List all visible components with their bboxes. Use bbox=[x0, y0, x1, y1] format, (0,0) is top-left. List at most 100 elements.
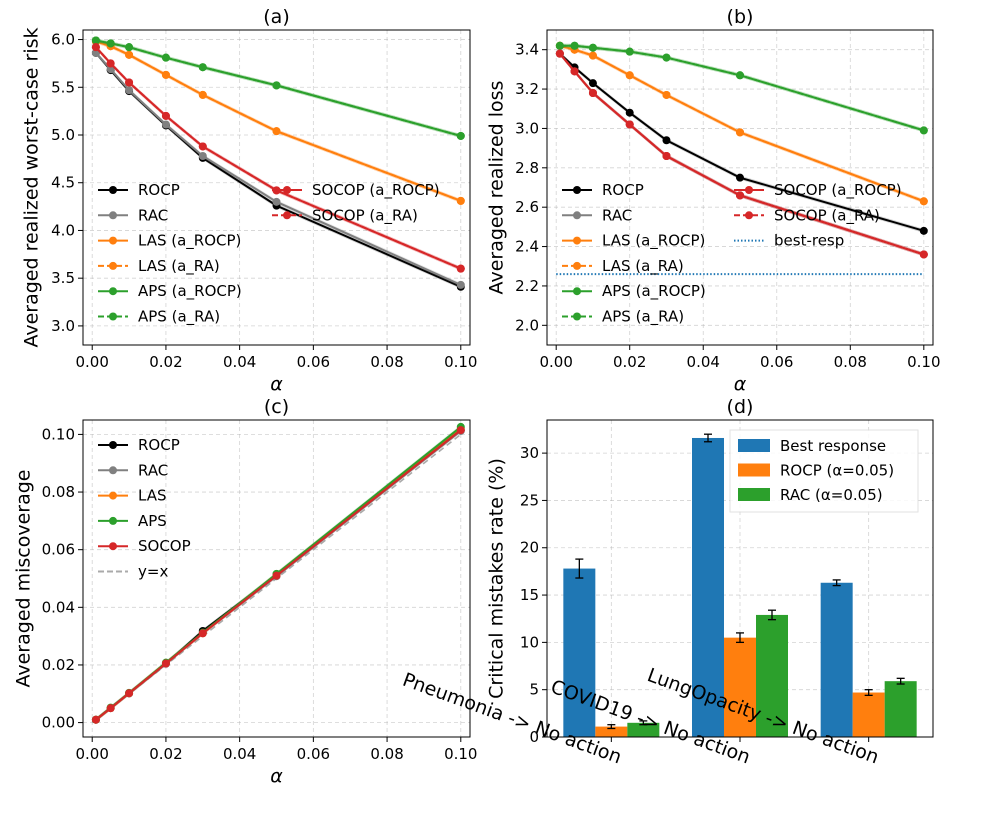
point-rac bbox=[91, 48, 100, 57]
y-tick-label: 0.08 bbox=[42, 483, 75, 501]
band-aps-a-rocp bbox=[559, 43, 924, 133]
y-tick-label: 0.04 bbox=[42, 598, 75, 616]
legend-label: LAS (a_RA) bbox=[138, 257, 220, 276]
legend-entry-y-x: y=x bbox=[98, 563, 168, 581]
legend-marker bbox=[283, 211, 291, 220]
bar-best-response bbox=[692, 437, 724, 737]
legend-marker bbox=[109, 542, 117, 551]
band-rac bbox=[559, 51, 924, 257]
x-tick-label: 0.08 bbox=[370, 353, 403, 371]
legend-marker bbox=[109, 186, 117, 194]
legend-label: Best response bbox=[780, 437, 886, 455]
legend-label: LAS (a_RA) bbox=[602, 257, 684, 276]
legend-marker bbox=[109, 491, 117, 500]
legend-swatch bbox=[738, 488, 770, 501]
legend-label: y=x bbox=[138, 563, 168, 581]
legend-entry-rac: RAC bbox=[98, 206, 168, 224]
y-axis-label: Critical mistakes rate (%) bbox=[486, 458, 508, 699]
legend-entry-rocp: ROCP bbox=[98, 181, 180, 199]
x-tick-label: 0.10 bbox=[907, 353, 940, 371]
point-las-a-ra bbox=[198, 90, 207, 99]
point-socop bbox=[106, 704, 115, 713]
bar-rac-0-05 bbox=[627, 722, 660, 737]
point-aps-a-ra bbox=[555, 41, 564, 50]
bar-best-response bbox=[820, 582, 853, 737]
legend-marker bbox=[109, 211, 117, 220]
legend-marker bbox=[109, 287, 117, 296]
x-axis-label: α bbox=[270, 765, 283, 787]
x-tick-label: 0.04 bbox=[223, 353, 256, 371]
panel-title: (c) bbox=[264, 396, 289, 418]
x-tick-label: 0.06 bbox=[297, 745, 330, 763]
x-tick-label: 0.08 bbox=[370, 745, 403, 763]
point-socop-a-ra bbox=[125, 78, 134, 87]
legend-marker bbox=[109, 516, 117, 525]
y-tick-label: 2.2 bbox=[515, 277, 539, 295]
legend-label: ROCP bbox=[138, 436, 180, 454]
y-tick-label: 3.2 bbox=[515, 80, 539, 98]
point-socop bbox=[161, 659, 170, 668]
point-socop-a-ra bbox=[106, 59, 115, 68]
y-tick-label: 2.0 bbox=[515, 316, 539, 334]
point-aps-a-ra bbox=[125, 43, 134, 52]
legend-label: ROCP (α=0.05) bbox=[780, 462, 894, 480]
panel-title: (b) bbox=[727, 6, 754, 28]
y-tick-label: 5.0 bbox=[51, 126, 75, 144]
y-tick-label: 5.5 bbox=[51, 78, 75, 96]
point-aps-a-ra bbox=[272, 81, 281, 90]
point-las-a-ra bbox=[736, 128, 744, 137]
x-tick-label: 0.04 bbox=[687, 353, 720, 371]
point-las-a-ra bbox=[662, 90, 671, 99]
legend-label: RAC (α=0.05) bbox=[780, 486, 883, 504]
panel-title: (d) bbox=[727, 396, 754, 418]
y-tick-label: 2.4 bbox=[515, 238, 539, 256]
y-tick-label: 0.00 bbox=[42, 714, 75, 732]
legend-marker bbox=[109, 236, 117, 245]
legend-marker bbox=[745, 186, 753, 194]
point-socop-a-ra bbox=[456, 264, 465, 273]
legend-entry-best-resp: best-resp bbox=[734, 232, 844, 250]
y-tick-label: 10 bbox=[520, 633, 539, 651]
band-socop-a-rocp bbox=[559, 51, 924, 257]
y-tick-label: 30 bbox=[520, 444, 539, 462]
y-tick-label: 3.0 bbox=[515, 119, 539, 137]
y-tick-label: 2.8 bbox=[515, 159, 539, 177]
plot-frame bbox=[546, 29, 934, 346]
x-tick-label: 0.10 bbox=[444, 353, 477, 371]
panel-a: 0.00 0.02 0.04 0.06 0.08 0.10 3.0 3.5 4.0 4.5 5.0 5… bbox=[21, 6, 478, 395]
legend-marker bbox=[573, 261, 581, 270]
legend-label: APS (a_ROCP) bbox=[138, 282, 242, 301]
point-aps-a-ra bbox=[570, 41, 579, 50]
point-rocp bbox=[919, 226, 928, 235]
legend-entry-best-response: Best response bbox=[738, 437, 886, 455]
point-socop-a-ra bbox=[161, 111, 170, 120]
series-line-socop-a-ra bbox=[559, 52, 925, 256]
point-aps-a-ra bbox=[919, 126, 928, 135]
legend-label: LAS (a_ROCP) bbox=[138, 232, 241, 251]
legend-entry-las-a-ra: LAS (a_RA) bbox=[562, 257, 684, 276]
panel-title: (a) bbox=[263, 6, 289, 28]
point-rac bbox=[125, 86, 134, 95]
point-aps-a-ra bbox=[456, 131, 465, 140]
point-rocp bbox=[588, 79, 597, 88]
point-socop-a-ra bbox=[570, 67, 579, 76]
x-axis-label: α bbox=[734, 373, 747, 395]
legend-marker bbox=[109, 312, 117, 321]
point-rocp bbox=[625, 108, 634, 117]
series-line-aps-a-ra bbox=[559, 44, 925, 132]
point-rocp bbox=[736, 173, 744, 182]
legend-entry-rocp-0-05: ROCP (α=0.05) bbox=[738, 462, 894, 480]
panel-b: 0.00 0.02 0.04 0.06 0.08 0.10 2.0 2.2 2.4 2.6 2.8 3… bbox=[486, 6, 941, 395]
legend-swatch bbox=[738, 463, 770, 477]
y-tick-label: 3.0 bbox=[51, 317, 75, 335]
legend-label: SOCOP (a_RA) bbox=[774, 206, 880, 225]
x-tick-label: 0.02 bbox=[613, 353, 646, 371]
x-tick-label: 0.06 bbox=[760, 353, 793, 371]
legend-label: LAS (a_ROCP) bbox=[602, 232, 705, 251]
legend-entry-rac: RAC bbox=[562, 206, 632, 224]
x-tick-label: 0.02 bbox=[149, 353, 182, 371]
legend-entry-aps: APS bbox=[98, 512, 167, 530]
point-socop-a-ra bbox=[588, 89, 597, 97]
legend-entry-rocp: ROCP bbox=[562, 181, 644, 199]
